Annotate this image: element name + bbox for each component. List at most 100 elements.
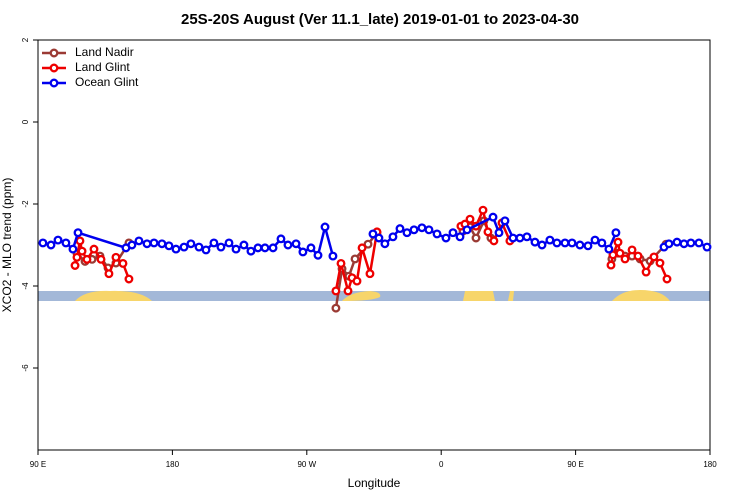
land-shape bbox=[342, 291, 381, 301]
point bbox=[508, 233, 518, 243]
point bbox=[402, 228, 412, 238]
point bbox=[260, 243, 270, 253]
point bbox=[291, 239, 301, 249]
point bbox=[72, 252, 82, 262]
point bbox=[374, 233, 384, 243]
point bbox=[620, 254, 630, 264]
point bbox=[567, 238, 577, 248]
y-tick-label: -6 bbox=[21, 364, 30, 372]
point bbox=[380, 239, 390, 249]
y-tick-label: -2 bbox=[21, 200, 30, 208]
point bbox=[613, 237, 623, 247]
point bbox=[96, 254, 106, 264]
point bbox=[649, 252, 659, 262]
point bbox=[231, 244, 241, 254]
point bbox=[46, 240, 56, 250]
x-tick-label: 180 bbox=[166, 460, 180, 469]
point bbox=[597, 238, 607, 248]
point bbox=[134, 236, 144, 246]
point bbox=[352, 276, 362, 286]
point bbox=[276, 234, 286, 244]
point bbox=[662, 274, 672, 284]
point bbox=[694, 238, 704, 248]
point bbox=[488, 212, 498, 222]
x-axis-label: Longitude bbox=[348, 476, 401, 490]
point bbox=[365, 269, 375, 279]
point bbox=[350, 254, 360, 264]
point bbox=[583, 241, 593, 251]
point bbox=[604, 244, 614, 254]
point bbox=[246, 246, 256, 256]
legend-label: Ocean Glint bbox=[75, 75, 139, 89]
x-tick-label: 90 E bbox=[567, 460, 583, 469]
point bbox=[545, 235, 555, 245]
point bbox=[395, 224, 405, 234]
point bbox=[664, 239, 674, 249]
point bbox=[409, 225, 419, 235]
point bbox=[331, 286, 341, 296]
point bbox=[627, 245, 637, 255]
point bbox=[357, 243, 367, 253]
point bbox=[77, 246, 87, 256]
point bbox=[224, 238, 234, 248]
point bbox=[268, 243, 278, 253]
point bbox=[209, 238, 219, 248]
point bbox=[253, 243, 263, 253]
land-shape bbox=[612, 290, 670, 301]
point bbox=[537, 240, 547, 250]
point bbox=[424, 225, 434, 235]
point bbox=[471, 233, 481, 243]
point bbox=[70, 261, 80, 270]
point bbox=[89, 244, 99, 254]
point bbox=[298, 247, 308, 257]
point bbox=[679, 239, 689, 249]
point bbox=[515, 233, 525, 243]
point bbox=[82, 254, 92, 264]
point bbox=[201, 245, 211, 255]
legend-label: Land Nadir bbox=[75, 45, 134, 59]
point bbox=[575, 240, 585, 250]
point bbox=[388, 232, 398, 242]
point bbox=[462, 225, 472, 235]
point bbox=[552, 238, 562, 248]
legend-marker bbox=[49, 63, 59, 73]
point bbox=[186, 239, 196, 249]
point bbox=[331, 303, 341, 313]
y-tick-label: 0 bbox=[21, 119, 30, 124]
point bbox=[432, 229, 442, 239]
point bbox=[530, 237, 540, 247]
point bbox=[633, 251, 643, 261]
point bbox=[448, 228, 458, 238]
point bbox=[194, 242, 204, 252]
point bbox=[522, 232, 532, 242]
point bbox=[455, 232, 465, 242]
point bbox=[306, 243, 316, 253]
legend-marker bbox=[49, 48, 59, 58]
point bbox=[239, 240, 249, 250]
land-shape bbox=[75, 290, 152, 301]
point bbox=[343, 286, 353, 296]
point bbox=[500, 216, 510, 226]
point bbox=[73, 228, 83, 238]
land-shape bbox=[463, 291, 495, 301]
point bbox=[124, 274, 134, 284]
x-tick-label: 90 E bbox=[30, 460, 46, 469]
point bbox=[111, 252, 121, 262]
point bbox=[127, 240, 137, 250]
x-tick-label: 0 bbox=[439, 460, 444, 469]
point bbox=[216, 242, 226, 252]
map-strip bbox=[38, 290, 710, 301]
point bbox=[179, 242, 189, 252]
point bbox=[363, 239, 373, 249]
point bbox=[655, 258, 665, 268]
point bbox=[686, 238, 696, 248]
point bbox=[75, 236, 85, 246]
point bbox=[68, 244, 78, 254]
x-tick-label: 90 W bbox=[297, 460, 316, 469]
y-axis-label: XCO2 - MLO trend (ppm) bbox=[0, 178, 14, 313]
point bbox=[441, 233, 451, 243]
point bbox=[641, 267, 651, 277]
point bbox=[171, 244, 181, 254]
